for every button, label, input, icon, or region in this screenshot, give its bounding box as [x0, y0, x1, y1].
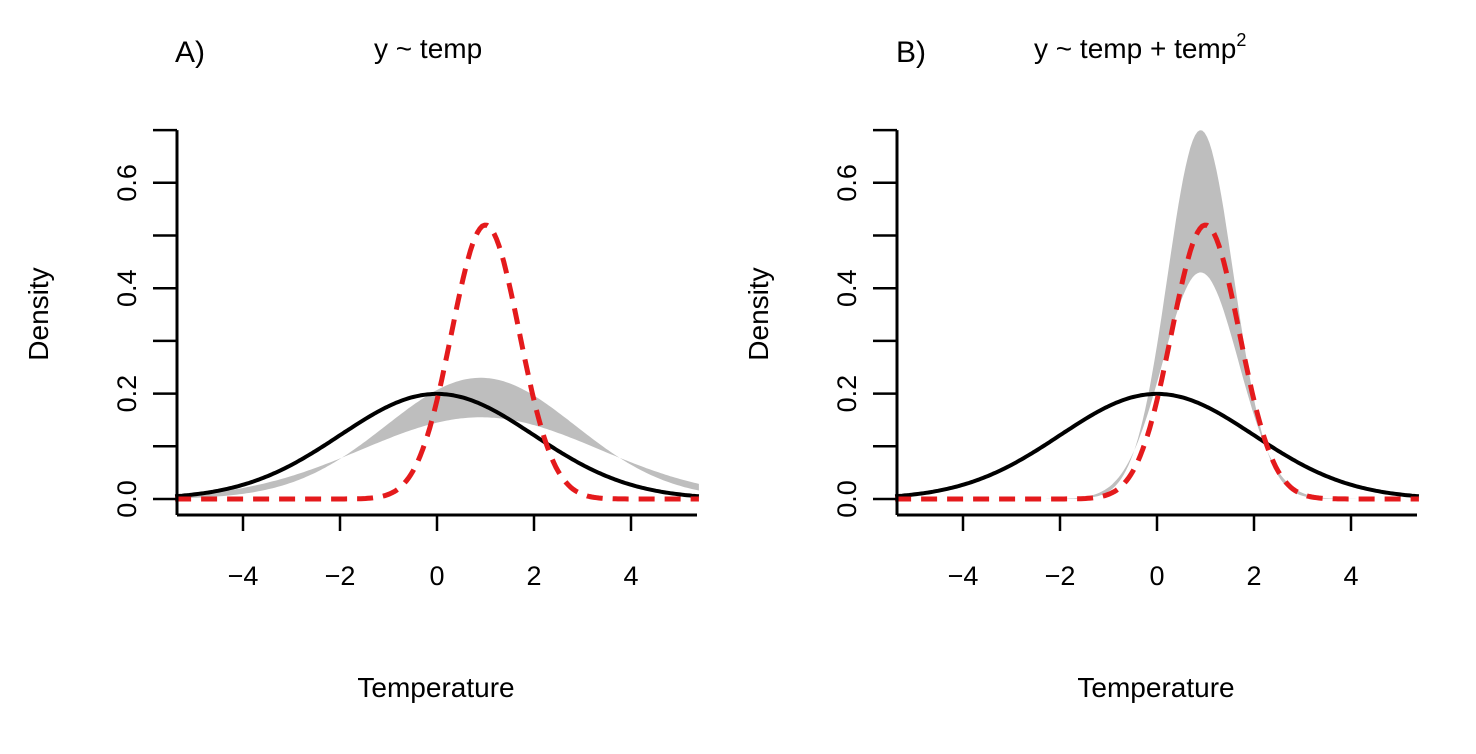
- panel-b-x-tick-label: −4: [948, 561, 979, 591]
- panel-b-lines-layer: [894, 222, 1420, 502]
- panel-b: B) y ~ temp + temp2 Temperature Density …: [743, 30, 1420, 703]
- panel-b-title-superscript: 2: [1236, 30, 1246, 50]
- panel-a-x-tick-label: 4: [623, 561, 638, 591]
- panel-a-estimate-density-line: [175, 222, 699, 502]
- panel-a-y-tick-label: 0.2: [112, 375, 142, 413]
- panel-a-x-tick-label: −2: [325, 561, 356, 591]
- panel-a-x-tick-label: 0: [429, 561, 444, 591]
- panel-a-y-tick-label: 0.6: [112, 164, 142, 202]
- panel-a-y-tick-label: 0.0: [112, 480, 142, 518]
- panel-a-lines-layer: [174, 222, 700, 502]
- panel-b-x-tick-label: −2: [1045, 561, 1076, 591]
- panel-b-y-tick-label: 0.0: [832, 480, 862, 518]
- panel-b-title: y ~ temp + temp2: [1034, 30, 1246, 64]
- panel-b-y-tick-label: 0.4: [832, 269, 862, 307]
- panel-b-x-tick-label: 4: [1343, 561, 1358, 591]
- panel-b-estimate-density-line: [895, 222, 1419, 502]
- panel-a-y-tick-label: 0.4: [112, 269, 142, 307]
- panel-b-true-density-line: [894, 391, 1420, 499]
- panel-a-title-main: y ~ temp: [374, 33, 482, 64]
- panel-a-x-tick-label: −4: [228, 561, 259, 591]
- panel-b-ylabel: Density: [743, 267, 774, 360]
- panel-b-label: B): [896, 36, 926, 69]
- panel-a-axes: −4 −2 0 2 4 0.0 0.2 0.4 0.6: [112, 128, 697, 591]
- panel-b-x-tick-label: 2: [1246, 561, 1261, 591]
- panel-a-title: y ~ temp: [374, 33, 482, 64]
- panel-a-ylabel: Density: [23, 267, 54, 360]
- panel-b-y-tick-label: 0.2: [832, 375, 862, 413]
- panel-b-y-tick-label: 0.6: [832, 164, 862, 202]
- panel-b-axes: −4 −2 0 2 4 0.0 0.2 0.4 0.6: [832, 128, 1417, 591]
- panel-a: A) y ~ temp Temperature Density −4 −2 0 2 4 0…: [23, 33, 700, 703]
- panel-a-xlabel: Temperature: [357, 672, 514, 703]
- panel-a-true-density-line: [174, 391, 700, 499]
- panel-b-title-main: y ~ temp + temp: [1034, 33, 1236, 64]
- panel-b-xlabel: Temperature: [1077, 672, 1234, 703]
- panel-a-label: A): [175, 36, 205, 69]
- panel-a-x-tick-label: 2: [526, 561, 541, 591]
- panel-b-x-tick-label: 0: [1149, 561, 1164, 591]
